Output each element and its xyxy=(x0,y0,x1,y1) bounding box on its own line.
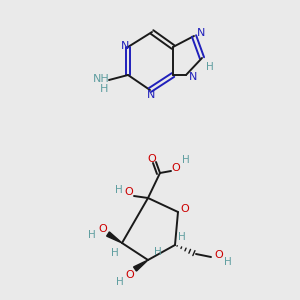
Text: H: H xyxy=(111,248,119,258)
Text: O: O xyxy=(126,270,134,280)
Text: O: O xyxy=(99,224,107,234)
Text: N: N xyxy=(189,72,197,82)
Text: O: O xyxy=(172,163,180,173)
Text: H: H xyxy=(206,62,214,72)
Text: H: H xyxy=(100,84,108,94)
Text: O: O xyxy=(181,204,189,214)
Text: H: H xyxy=(115,185,123,195)
Text: NH: NH xyxy=(93,74,110,84)
Text: O: O xyxy=(148,154,156,164)
Polygon shape xyxy=(134,260,148,271)
Text: H: H xyxy=(182,155,190,165)
Text: N: N xyxy=(147,90,155,100)
Text: H: H xyxy=(116,277,124,287)
Text: N: N xyxy=(121,41,129,51)
Text: O: O xyxy=(124,187,134,197)
Text: H: H xyxy=(154,247,162,257)
Text: O: O xyxy=(214,250,224,260)
Text: N: N xyxy=(197,28,205,38)
Polygon shape xyxy=(106,232,122,243)
Text: H: H xyxy=(224,257,232,267)
Text: H: H xyxy=(88,230,96,240)
Text: H: H xyxy=(178,232,186,242)
